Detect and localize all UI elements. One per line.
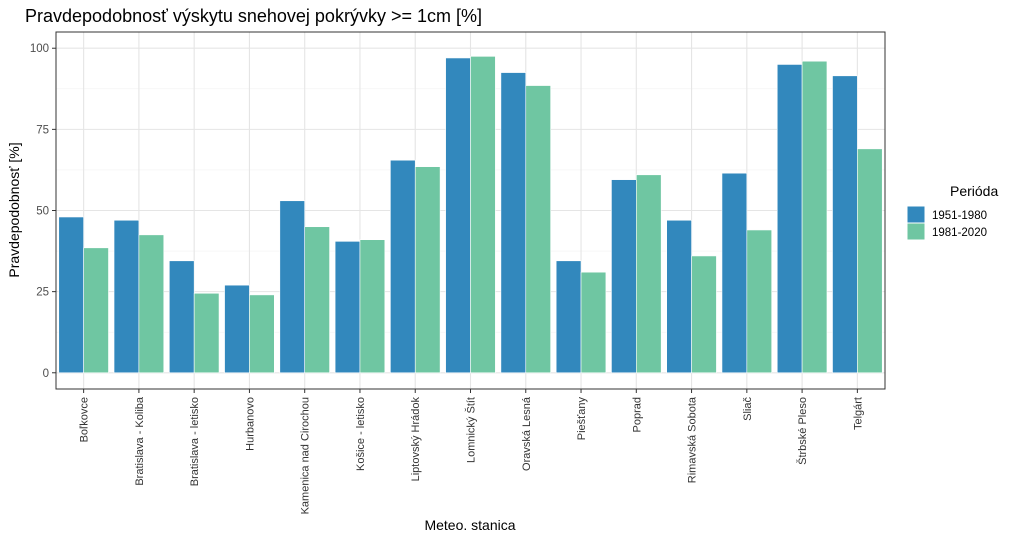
x-tick-label: Sliač xyxy=(742,397,754,421)
bar-1951-1980-14 xyxy=(776,64,803,374)
x-tick-label: Košice - letisko xyxy=(355,397,367,471)
bar-1951-1980-9 xyxy=(500,72,527,374)
bars xyxy=(58,56,883,374)
x-tick-label: Rimavská Sobota xyxy=(687,396,699,483)
legend-swatch-1981-2020 xyxy=(906,222,926,241)
x-tick-label: Telgárt xyxy=(852,397,864,430)
y-tick-label: 0 xyxy=(43,368,49,380)
bar-1981-2020-15 xyxy=(857,148,883,374)
bar-1951-1980-8 xyxy=(445,57,471,374)
x-tick-label: Bratislava - letisko xyxy=(189,397,201,486)
bar-1951-1980-15 xyxy=(832,75,858,374)
bar-1981-2020-5 xyxy=(304,226,330,374)
y-axis: 0 25 50 75 100 xyxy=(30,43,56,380)
bar-1951-1980-4 xyxy=(224,284,250,374)
x-tick-label: Bratislava - Koliba xyxy=(134,396,146,486)
y-tick-label: 25 xyxy=(36,287,49,299)
x-tick-label: Liptovský Hrádok xyxy=(410,397,422,482)
x-tick-label: Štrbské Pleso xyxy=(796,397,809,465)
y-tick-label: 50 xyxy=(36,206,49,218)
bar-1951-1980-7 xyxy=(390,159,416,374)
bar-1951-1980-1 xyxy=(58,216,84,374)
bar-1951-1980-2 xyxy=(113,219,140,374)
bar-1981-2020-7 xyxy=(414,166,441,374)
bar-1981-2020-11 xyxy=(635,174,662,374)
chart-title: Pravdepodobnosť výskytu snehovej pokrývk… xyxy=(25,6,482,26)
bar-1951-1980-5 xyxy=(279,200,305,374)
x-tick-label: Kamenica nad Cirochou xyxy=(300,397,312,514)
bar-1981-2020-3 xyxy=(193,292,220,374)
bar-1951-1980-6 xyxy=(334,241,361,374)
bar-1951-1980-3 xyxy=(168,260,195,374)
legend-label-1981-2020: 1981-2020 xyxy=(932,227,987,239)
bar-1981-2020-2 xyxy=(138,234,165,374)
bar-1951-1980-11 xyxy=(611,179,637,374)
bar-1951-1980-12 xyxy=(666,219,692,374)
bar-1981-2020-8 xyxy=(470,56,496,374)
legend: Perióda 1951-1980 1981-2020 xyxy=(906,183,998,241)
x-tick-label: Poprad xyxy=(631,397,643,432)
bar-1951-1980-10 xyxy=(555,260,582,374)
x-tick-label: Oravská Lesná xyxy=(521,396,533,471)
bar-1981-2020-6 xyxy=(359,239,386,374)
legend-label-1951-1980: 1951-1980 xyxy=(932,210,987,222)
x-axis: Boľkovce Bratislava - Koliba Bratislava - … xyxy=(79,389,864,514)
x-tick-label: Boľkovce xyxy=(79,397,91,442)
bar-1981-2020-1 xyxy=(83,247,109,374)
x-axis-title: Meteo. stanica xyxy=(424,517,515,533)
y-tick-label: 75 xyxy=(36,124,49,136)
legend-title: Perióda xyxy=(950,183,998,199)
legend-swatch-1951-1980 xyxy=(906,205,926,224)
x-tick-label: Hurbanovo xyxy=(244,397,256,451)
bar-1981-2020-9 xyxy=(525,85,551,374)
bar-1981-2020-12 xyxy=(691,255,717,374)
bar-1981-2020-13 xyxy=(746,229,773,374)
y-tick-label: 100 xyxy=(30,43,49,55)
x-tick-label: Piešťany xyxy=(576,397,588,441)
bar-1981-2020-14 xyxy=(801,60,828,374)
x-tick-label: Lomnický Štít xyxy=(465,397,478,463)
bar-1981-2020-10 xyxy=(580,271,607,374)
bar-1951-1980-13 xyxy=(721,172,748,374)
bar-1981-2020-4 xyxy=(249,294,275,374)
y-axis-title: Pravdepodobnosť [%] xyxy=(6,142,22,277)
